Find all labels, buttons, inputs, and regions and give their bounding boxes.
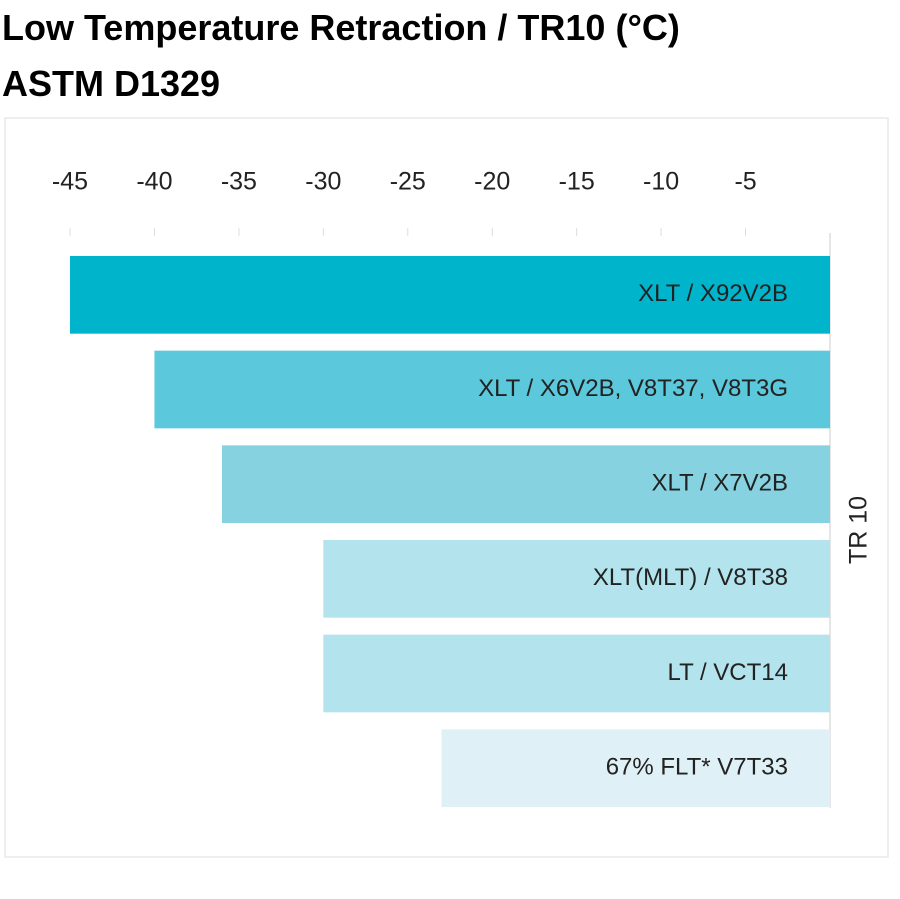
x-tick-label: -40 — [136, 168, 172, 196]
category-label: XLT / X7V2B — [651, 470, 788, 497]
bar — [70, 256, 830, 334]
x-tick-label: -5 — [734, 168, 756, 196]
bar — [323, 634, 830, 713]
category-label: XLT / X92V2B — [638, 280, 788, 307]
category-label: 67% FLT* V7T33 — [606, 754, 788, 781]
chart-subtitle: ASTM D1329 — [2, 63, 220, 104]
bar — [323, 540, 830, 618]
x-tick-label: -25 — [390, 168, 426, 196]
chart-title: Low Temperature Retraction / TR10 (°C) — [2, 7, 680, 48]
category-label: LT / VCT14 — [668, 659, 789, 686]
bar — [154, 350, 830, 429]
x-tick-label: -45 — [52, 168, 88, 196]
x-tick-label: -30 — [305, 168, 341, 196]
x-tick-label: -20 — [474, 168, 510, 196]
category-label: XLT / X6V2B, V8T37, V8T3G — [478, 375, 788, 402]
x-tick-label: -10 — [643, 168, 679, 196]
axis-title: TR 10 — [845, 496, 873, 564]
bar — [222, 445, 830, 523]
plot-panel — [4, 117, 889, 858]
bar — [441, 729, 830, 807]
x-tick-label: -15 — [559, 168, 595, 196]
category-label: XLT(MLT) / V8T38 — [593, 564, 788, 591]
x-tick-label: -35 — [221, 168, 257, 196]
